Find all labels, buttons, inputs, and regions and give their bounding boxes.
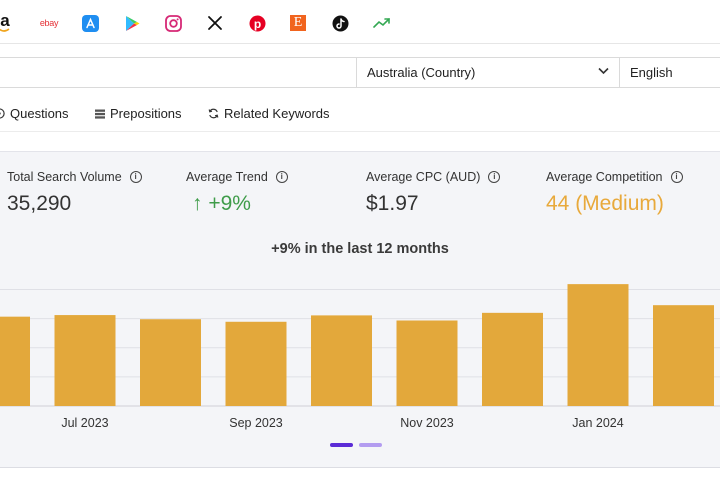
language-select[interactable]: English (630, 58, 673, 87)
tab-prepositions[interactable]: Prepositions (95, 106, 182, 121)
info-icon[interactable]: i (275, 171, 288, 183)
x-icon[interactable] (206, 14, 224, 32)
instagram-icon[interactable] (164, 14, 182, 32)
metric-average-cpc: Average CPC (AUD) i $1.97 (366, 170, 501, 216)
x-tick-label: Jan 2024 (572, 416, 623, 430)
chart-pagination (330, 443, 382, 447)
bar-dec-2023[interactable] (482, 312, 543, 406)
refresh-icon (208, 108, 219, 119)
x-tick-label: Nov 2023 (400, 416, 454, 430)
app-store-icon[interactable] (81, 14, 99, 32)
info-icon[interactable]: i (670, 171, 683, 183)
metric-average-competition: Average Competition i 44 (Medium) (546, 170, 683, 216)
list-icon (95, 109, 105, 119)
bar-oct-2023[interactable] (311, 315, 372, 406)
info-icon[interactable]: i (129, 171, 142, 183)
bar-nov-2023[interactable] (396, 320, 458, 406)
bar-sep-2023[interactable] (225, 321, 287, 406)
country-select[interactable]: Australia (Country) (356, 58, 620, 87)
pagination-dot-active[interactable] (330, 443, 353, 447)
svg-text:p: p (253, 17, 260, 31)
bar-jul-2023[interactable] (54, 315, 116, 406)
metric-average-trend: Average Trend i ↑ +9% (186, 170, 288, 216)
platform-bar: a ebay p E (0, 0, 720, 44)
info-icon[interactable]: i (488, 171, 501, 183)
tiktok-icon[interactable] (331, 14, 349, 32)
x-tick-label: Sep 2023 (229, 416, 283, 430)
keyword-tabs: Questions Prepositions Related Keywords (0, 98, 720, 132)
chart-title: +9% in the last 12 months (271, 241, 449, 257)
amazon-icon[interactable]: a (0, 11, 10, 32)
bar-aug-2023[interactable] (140, 319, 201, 406)
metric-value: 44 (Medium) (546, 192, 664, 215)
search-volume-chart: Jul 2023 Sep 2023 Nov 2023 Jan 2024 (0, 284, 720, 430)
pagination-dot[interactable] (359, 443, 382, 447)
country-select-value: Australia (Country) (367, 65, 476, 80)
chevron-down-icon (598, 67, 609, 75)
language-select-value: English (630, 65, 673, 80)
bar-jan-2024[interactable] (567, 284, 629, 406)
tab-questions[interactable]: Questions (0, 106, 69, 121)
google-play-icon[interactable] (123, 14, 141, 32)
metric-value: $1.97 (366, 192, 419, 215)
etsy-icon[interactable]: E (289, 14, 307, 32)
search-row: Australia (Country) English (0, 57, 720, 88)
bar-jun-2023[interactable] (0, 316, 30, 406)
pinterest-icon[interactable]: p (248, 14, 266, 32)
metric-value: ↑ +9% (192, 192, 251, 215)
metric-value: 35,290 (7, 192, 72, 215)
x-tick-label: Jul 2023 (61, 416, 108, 430)
ebay-icon[interactable]: ebay (39, 18, 59, 28)
question-icon (0, 108, 5, 119)
metric-total-search-volume: Total Search Volume i 35,290 (7, 170, 142, 216)
bar-feb-2024[interactable] (653, 305, 714, 406)
tab-related-keywords[interactable]: Related Keywords (208, 106, 330, 121)
trends-icon[interactable] (373, 14, 391, 32)
trend-panel: Total Search Volume i 35,290 Average Tren… (0, 151, 720, 468)
